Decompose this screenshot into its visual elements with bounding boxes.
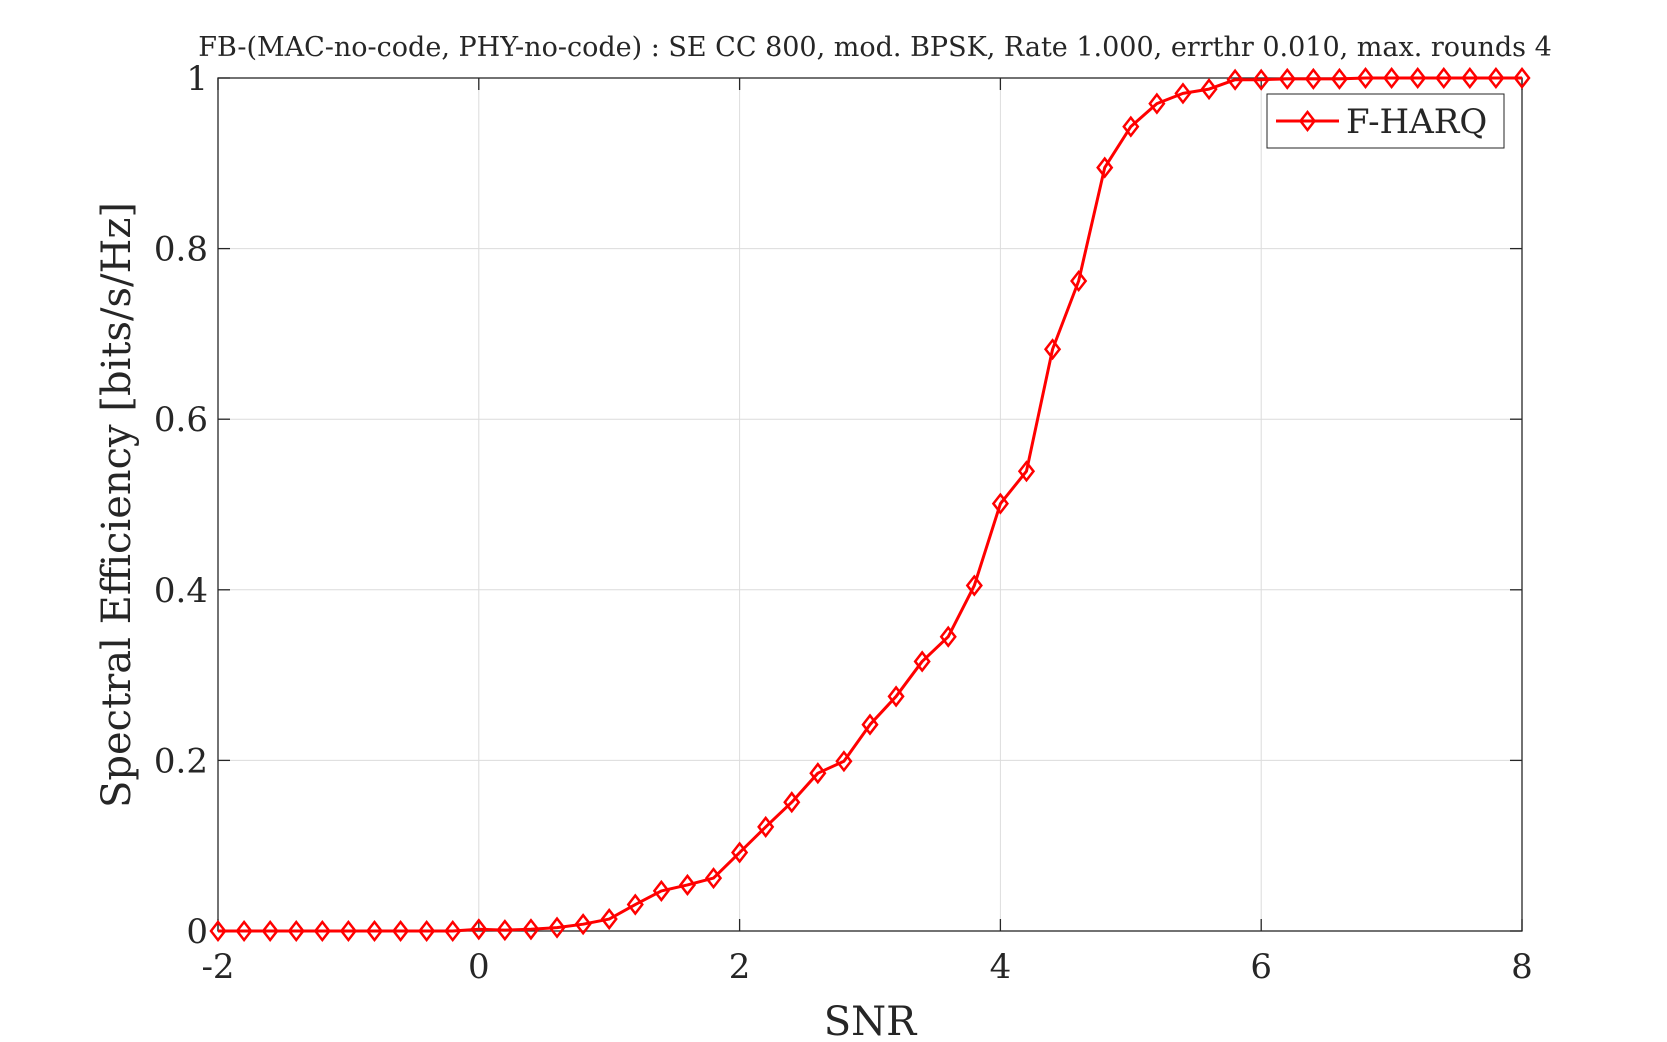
series-layer [209, 66, 1531, 943]
y-tick-label: 0.4 [154, 571, 208, 611]
data-point-f-harq [783, 791, 801, 814]
data-point-f-harq [704, 867, 723, 890]
data-point-f-harq [1226, 68, 1244, 91]
data-point-f-harq [600, 908, 618, 931]
data-point-f-harq [731, 841, 749, 864]
data-point-f-harq [1278, 67, 1296, 90]
data-point-f-harq [861, 713, 879, 736]
data-point-f-harq [1122, 115, 1140, 138]
data-point-f-harq [991, 492, 1009, 515]
legend: F-HARQ [1266, 93, 1505, 149]
data-point-f-harq [444, 919, 462, 943]
series-line-f-harq [218, 76, 1522, 933]
data-point-f-harq [1435, 66, 1453, 90]
data-point-f-harq [809, 762, 827, 785]
y-axis-label: Spectral Efficiency [bits/s/Hz] [94, 202, 140, 808]
x-tick-label: 6 [1250, 947, 1272, 987]
y-tick-label: 0.8 [154, 230, 208, 270]
data-point-f-harq [1409, 66, 1427, 90]
data-point-f-harq [626, 893, 644, 916]
x-tick-label: 8 [1511, 947, 1533, 987]
data-point-f-harq [548, 916, 566, 939]
data-point-f-harq [365, 919, 384, 943]
y-tick-label: 0.2 [154, 741, 208, 781]
data-point-f-harq [1096, 156, 1114, 179]
data-point-f-harq [522, 918, 540, 941]
data-point-f-harq [835, 750, 853, 773]
data-point-f-harq [470, 918, 488, 941]
y-tick-label: 0.6 [154, 400, 208, 440]
data-point-f-harq [1461, 66, 1479, 90]
y-tick-label: 0 [186, 912, 208, 952]
legend-marker-f-harq [1298, 109, 1317, 133]
data-point-f-harq [1174, 82, 1192, 105]
x-tick-label: 2 [729, 947, 751, 987]
data-point-f-harq [965, 574, 983, 597]
data-point-f-harq [261, 919, 279, 943]
data-point-f-harq [1330, 67, 1349, 90]
data-point-f-harq [1070, 269, 1088, 293]
chart-title: FB-(MAC-no-code, PHY-no-code) : SE CC 80… [198, 32, 1552, 63]
x-tick-label: 4 [990, 947, 1012, 987]
data-point-f-harq [209, 919, 227, 943]
plot-area-frame [217, 77, 1523, 932]
data-point-f-harq [391, 919, 410, 943]
data-point-f-harq [757, 815, 775, 838]
data-point-f-harq [913, 650, 931, 673]
data-point-f-harq [418, 919, 436, 943]
x-tick-label: 0 [468, 947, 490, 987]
data-point-f-harq [313, 919, 331, 943]
data-point-f-harq [887, 685, 905, 708]
data-point-f-harq [496, 919, 514, 942]
data-point-f-harq [1513, 66, 1531, 90]
axis-ticks: -2 0 2 4 6 800.20.40.60.81 [154, 59, 1533, 987]
data-point-f-harq [1043, 338, 1062, 361]
data-point-f-harq [939, 625, 957, 648]
y-tick-label: 1 [186, 59, 208, 99]
data-point-f-harq [1383, 66, 1401, 90]
data-point-f-harq [1356, 66, 1375, 90]
data-point-f-harq [1017, 460, 1036, 483]
data-point-f-harq [652, 879, 670, 902]
data-point-f-harq [574, 913, 592, 936]
grid-lines [218, 78, 1522, 931]
data-point-f-harq [1487, 66, 1505, 90]
data-point-f-harq [1148, 92, 1166, 115]
x-axis-label: SNR [824, 999, 918, 1042]
data-point-f-harq [1200, 78, 1218, 101]
data-point-f-harq [678, 873, 697, 896]
data-point-f-harq [287, 919, 305, 943]
data-point-f-harq [1252, 68, 1270, 91]
data-point-f-harq [1304, 67, 1322, 90]
data-point-f-harq [235, 919, 253, 943]
legend-label-f-harq: F-HARQ [1346, 102, 1487, 142]
x-tick-label: -2 [201, 947, 234, 987]
data-point-f-harq [339, 919, 357, 943]
